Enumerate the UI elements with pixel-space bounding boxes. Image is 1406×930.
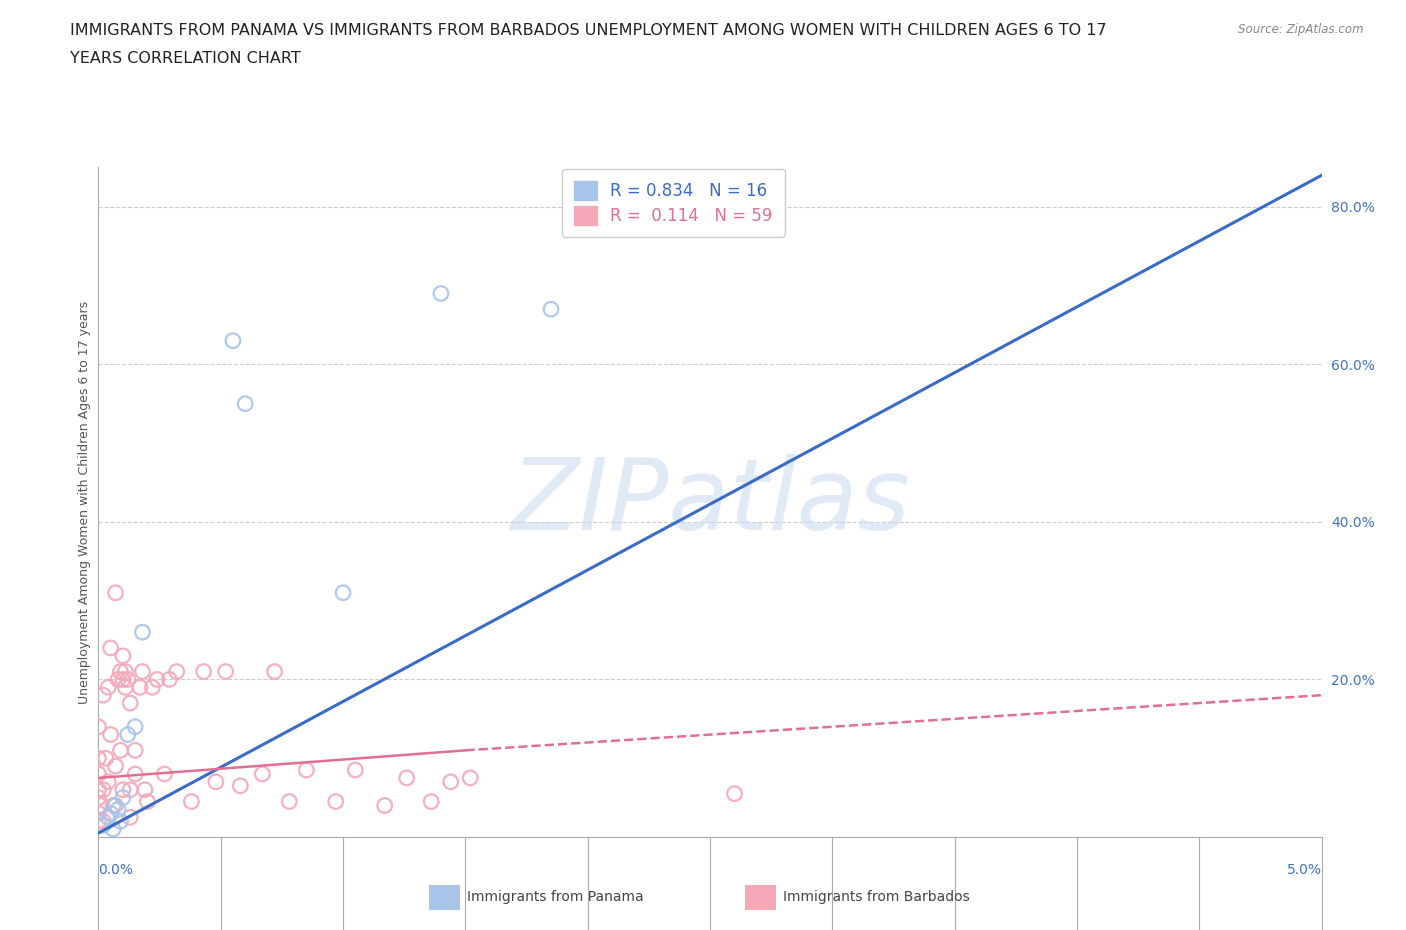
Point [205,775,228,790]
Text: Immigrants from Panama: Immigrants from Panama [467,890,644,905]
Point [136,794,159,809]
Point [134,782,156,797]
Point [540,301,562,316]
Point [723,786,745,801]
Point [325,794,347,809]
Point [233,396,256,411]
Point [91,817,114,832]
Point [94,751,117,765]
Point [332,585,354,600]
Text: IMMIGRANTS FROM PANAMA VS IMMIGRANTS FROM BARBADOS UNEMPLOYMENT AMONG WOMEN WITH: IMMIGRANTS FROM PANAMA VS IMMIGRANTS FRO… [70,23,1107,38]
Point [101,822,124,837]
Text: YEARS CORRELATION CHART: YEARS CORRELATION CHART [70,51,301,66]
Point [100,641,122,656]
Point [87,751,110,765]
Point [141,680,163,695]
Point [222,333,245,348]
Point [374,798,396,813]
Legend: R = 0.834   N = 16, R =  0.114   N = 59: R = 0.834 N = 16, R = 0.114 N = 59 [562,169,785,237]
Text: Immigrants from Barbados: Immigrants from Barbados [783,890,970,905]
Point [129,680,152,695]
Point [114,664,136,679]
Point [153,766,176,781]
Point [146,672,169,687]
Point [91,688,114,703]
Text: Source: ZipAtlas.com: Source: ZipAtlas.com [1239,23,1364,36]
Point [229,778,252,793]
Point [214,664,236,679]
Point [120,782,142,797]
Point [107,802,129,817]
Point [87,766,110,781]
Point [344,763,367,777]
Point [111,782,134,797]
Point [295,763,318,777]
Point [440,775,463,790]
Point [87,790,110,805]
Point [90,798,112,813]
Point [120,810,142,825]
Point [87,719,110,734]
Point [395,770,418,785]
Point [131,625,153,640]
Point [104,798,127,813]
Y-axis label: Unemployment Among Women with Children Ages 6 to 17 years: Unemployment Among Women with Children A… [79,300,91,704]
Point [263,664,285,679]
Point [131,664,153,679]
Point [157,672,180,687]
Point [97,775,120,790]
Point [100,727,122,742]
Text: ZIPatlas: ZIPatlas [510,454,910,551]
Point [120,696,142,711]
Point [114,680,136,695]
Point [420,794,443,809]
Point [91,782,114,797]
Point [117,672,139,687]
Point [117,727,139,742]
Point [252,766,274,781]
Point [124,766,146,781]
Point [124,743,146,758]
Point [111,648,134,663]
Point [111,672,134,687]
Point [97,680,120,695]
Point [278,794,301,809]
Point [87,782,110,797]
Point [166,664,188,679]
Point [104,759,127,774]
Point [110,743,132,758]
Point [100,806,122,821]
Text: 5.0%: 5.0% [1286,863,1322,877]
Point [87,814,110,829]
Point [87,806,110,821]
Point [97,810,120,825]
Point [430,286,453,301]
Point [110,664,132,679]
Point [111,790,134,805]
Point [104,585,127,600]
Point [193,664,215,679]
Point [91,814,114,829]
Point [110,814,132,829]
Text: 0.0%: 0.0% [98,863,134,877]
Point [458,770,481,785]
Point [101,798,124,813]
Point [107,672,129,687]
Point [124,719,146,734]
Point [180,794,202,809]
